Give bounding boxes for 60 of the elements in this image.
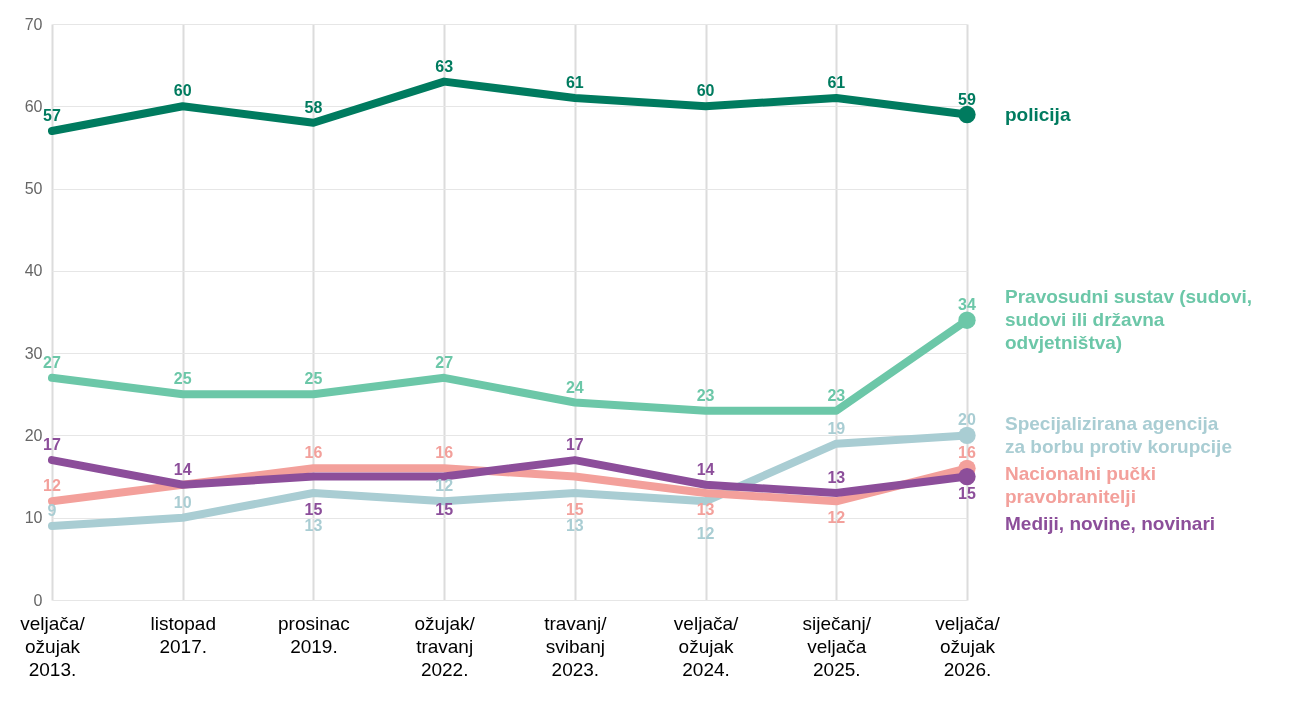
data-label: 57 <box>43 106 61 124</box>
data-label: 60 <box>173 82 192 100</box>
x-tick-label: ožujak/ travanj 2022. <box>414 612 476 680</box>
data-label: 25 <box>304 370 323 388</box>
y-tick-label: 60 <box>24 97 43 115</box>
data-label: 23 <box>696 386 715 404</box>
data-label: 24 <box>565 378 584 396</box>
data-label: 20 <box>958 411 976 429</box>
data-label: 60 <box>696 82 715 100</box>
data-label: 12 <box>827 509 846 527</box>
data-label: 25 <box>173 370 192 388</box>
x-tick-label: travanj/ svibanj 2023. <box>544 612 608 680</box>
y-tick-label: 10 <box>24 509 43 527</box>
data-label: 16 <box>958 444 976 462</box>
series-label: Nacionalni pučki pravobranitelji <box>1005 462 1156 507</box>
data-label: 13 <box>304 517 323 535</box>
x-tick-label: listopad 2017. <box>150 612 216 657</box>
x-tick-label: siječanj/ veljača 2025. <box>802 612 872 680</box>
data-label: 58 <box>304 98 323 116</box>
y-tick-label: 40 <box>24 262 43 280</box>
series-label: Pravosudni sustav (sudovi, sudovi ili državna odvjetništva) <box>1005 286 1253 354</box>
data-label: 16 <box>304 444 323 462</box>
data-label: 13 <box>827 469 846 487</box>
data-label: 14 <box>696 460 715 478</box>
text: Mediji, novine, novinari <box>1005 512 1216 534</box>
data-label: 17 <box>43 436 61 454</box>
data-label: 15 <box>958 484 976 502</box>
y-tick-label: 20 <box>24 426 43 444</box>
data-label: 63 <box>435 57 454 75</box>
data-label: 9 <box>47 501 57 519</box>
data-label: 15 <box>435 500 454 518</box>
y-tick-label: 50 <box>24 180 43 198</box>
data-label: 34 <box>958 296 976 314</box>
data-label: 17 <box>565 436 584 454</box>
data-label: 27 <box>435 353 454 371</box>
data-label: 23 <box>827 386 846 404</box>
x-tick-label: veljača/ ožujak 2013. <box>20 612 86 680</box>
data-label: 27 <box>43 353 61 371</box>
data-label: 61 <box>565 74 584 92</box>
data-label: 59 <box>958 90 976 108</box>
data-label: 61 <box>827 74 846 92</box>
data-label: 12 <box>435 477 454 495</box>
y-tick-label: 70 <box>24 15 43 33</box>
data-label: 13 <box>565 517 584 535</box>
data-label: 14 <box>173 460 192 478</box>
data-label: 13 <box>696 501 715 519</box>
y-tick-label: 30 <box>24 344 43 362</box>
x-tick-label: veljača/ ožujak 2026. <box>935 612 1001 680</box>
data-label: 15 <box>565 500 584 518</box>
x-tick-label: prosinac 2019. <box>278 612 350 657</box>
y-tick-label: 0 <box>33 591 43 609</box>
x-tick-label: veljača/ ožujak 2024. <box>673 612 739 680</box>
data-label: 19 <box>827 419 846 437</box>
data-label: 15 <box>304 500 323 518</box>
data-label: 12 <box>43 477 61 495</box>
series-label: Specijalizirana agencija za borbu protiv korupcije <box>1005 412 1232 457</box>
data-label: 10 <box>173 493 192 511</box>
series-label: policija <box>1005 103 1071 125</box>
data-label: 16 <box>435 444 454 462</box>
data-label: 12 <box>696 525 715 543</box>
